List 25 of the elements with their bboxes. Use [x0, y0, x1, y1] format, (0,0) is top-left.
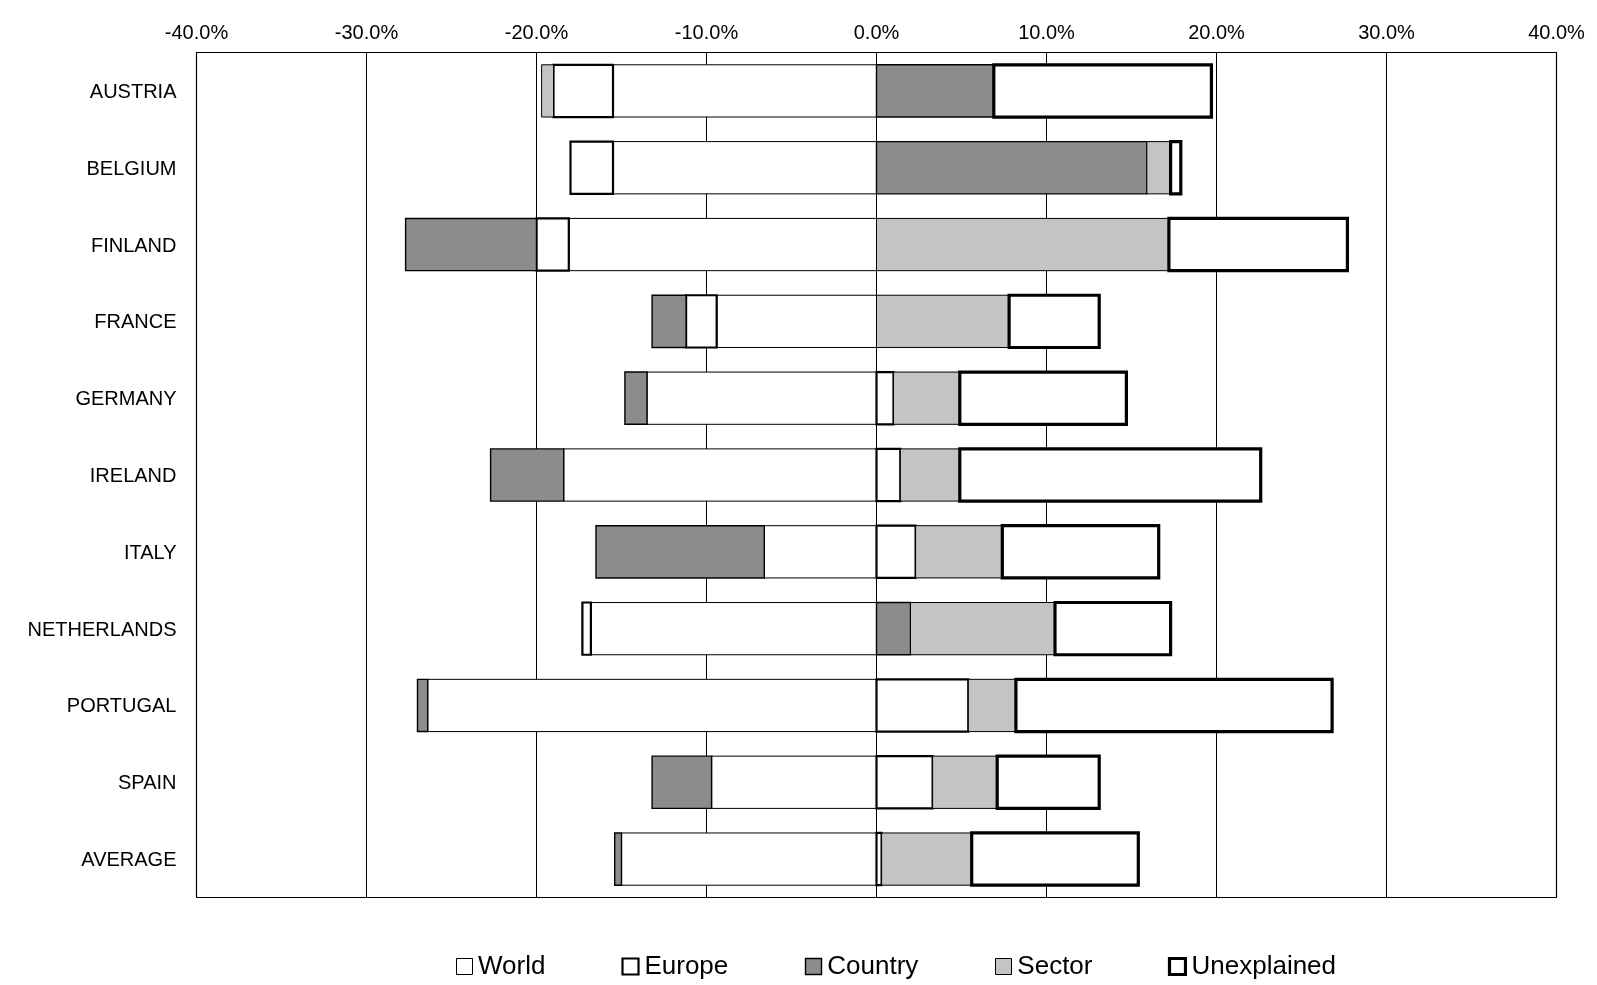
y-tick-label: ITALY — [123, 540, 177, 563]
x-tick-label: 0.0% — [853, 20, 900, 43]
y-tick-label: IRELAND — [89, 464, 177, 486]
x-tick-label: -20.0% — [504, 20, 569, 43]
y-tick-label: SPAIN — [117, 771, 177, 794]
y-tick-label: FINLAND — [90, 233, 177, 256]
x-tick-label: -40.0% — [164, 20, 229, 43]
y-tick-label: BELGIUM — [86, 156, 177, 179]
legend-label: Europe — [644, 950, 729, 981]
x-tick-label: -30.0% — [334, 20, 399, 43]
y-tick-label: AUSTRIA — [89, 79, 178, 102]
x-tick-label: 10.0% — [1018, 20, 1076, 43]
legend-label: World — [478, 950, 546, 981]
x-tick-label: 20.0% — [1188, 20, 1246, 43]
x-tick-label: 40.0% — [1528, 20, 1586, 43]
y-tick-label: FRANCE — [94, 310, 177, 333]
y-tick-label: NETHERLANDS — [27, 617, 177, 640]
legend-label: Sector — [1017, 950, 1093, 981]
y-tick-label: AVERAGE — [81, 848, 177, 871]
x-tick-label: -10.0% — [674, 20, 739, 43]
y-tick-label: GERMANY — [75, 387, 177, 410]
x-tick-label: 30.0% — [1358, 20, 1416, 43]
y-tick-label: PORTUGAL — [66, 694, 177, 717]
legend-label: Country — [827, 950, 919, 981]
legend-label: Unexplained — [1191, 950, 1337, 981]
